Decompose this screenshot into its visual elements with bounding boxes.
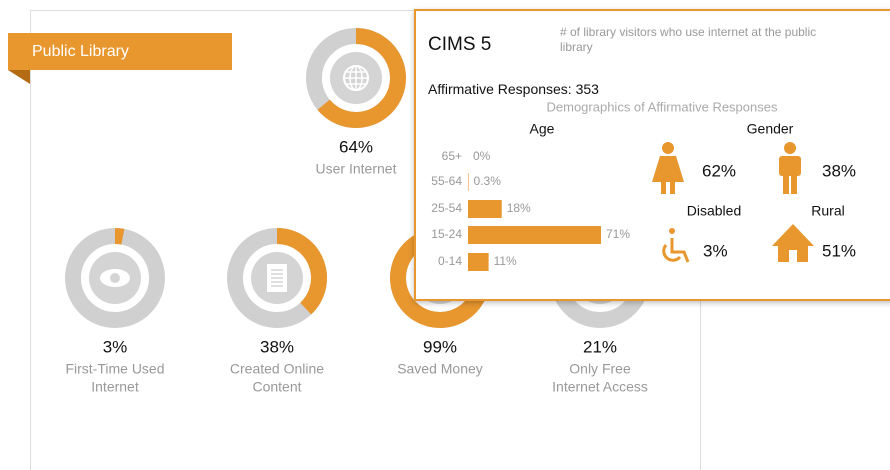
metric-percent: 38% [260, 337, 294, 356]
eye-icon [110, 273, 120, 283]
rural-percent: 51% [822, 241, 856, 260]
age-value: 0% [473, 149, 491, 163]
age-bar [468, 173, 469, 191]
age-bar [468, 200, 502, 218]
age-value: 0.3% [474, 174, 502, 188]
ribbon [8, 33, 232, 70]
metric-label: Content [252, 379, 301, 395]
globe-icon [349, 65, 363, 91]
affirmative: Affirmative Responses: 353 [428, 81, 599, 97]
age-value: 18% [507, 201, 531, 215]
metric-label: Saved Money [397, 361, 483, 377]
female-percent: 62% [702, 161, 736, 180]
metric-label: First-Time Used [65, 361, 164, 377]
age-bar [468, 253, 489, 271]
metric-percent: 21% [583, 337, 617, 356]
metric-label: Only Free [569, 361, 631, 377]
age-label: 15-24 [431, 227, 462, 241]
affirmative-count: 353 [576, 81, 600, 97]
age-label: 25-54 [431, 201, 462, 215]
wheelchair-icon [662, 228, 690, 263]
donut-arc [317, 28, 406, 128]
metric-percent: 99% [423, 337, 457, 356]
popup-description: # of library visitors who use internet a… [560, 25, 816, 39]
popup [414, 9, 890, 301]
age-label: 65+ [442, 149, 462, 163]
donut-arc [276, 228, 327, 315]
disabled-title: Disabled [687, 203, 741, 219]
house-icon [772, 224, 814, 262]
rural-title: Rural [811, 203, 844, 219]
age-value: 71% [606, 227, 630, 241]
ribbon-fold [8, 70, 30, 84]
popup-subtitle: Demographics of Affirmative Responses [547, 99, 778, 114]
age-label: 55-64 [431, 174, 462, 188]
age-value: 11% [494, 254, 517, 268]
metric-label: Internet Access [552, 379, 648, 395]
affirmative-label: Affirmative Responses: [428, 81, 572, 97]
globe-icon [344, 66, 368, 90]
age-label: 0-14 [438, 254, 462, 268]
metric-label: User Internet [316, 161, 397, 177]
metric-percent: 3% [103, 337, 128, 356]
metric-percent: 64% [339, 137, 373, 156]
female-icon [652, 142, 684, 194]
male-percent: 38% [822, 161, 856, 180]
metric-label: Internet [91, 379, 139, 395]
age-title: Age [530, 121, 555, 137]
age-bar [468, 226, 601, 244]
popup-title: CIMS 5 [428, 34, 491, 55]
metric-label: Created Online [230, 361, 324, 377]
panel-title: Public Library [32, 43, 129, 60]
donut-arc [114, 228, 125, 245]
male-icon [779, 142, 801, 194]
popup-description: library [560, 40, 593, 54]
gender-title: Gender [747, 121, 794, 137]
disabled-percent: 3% [703, 241, 728, 260]
